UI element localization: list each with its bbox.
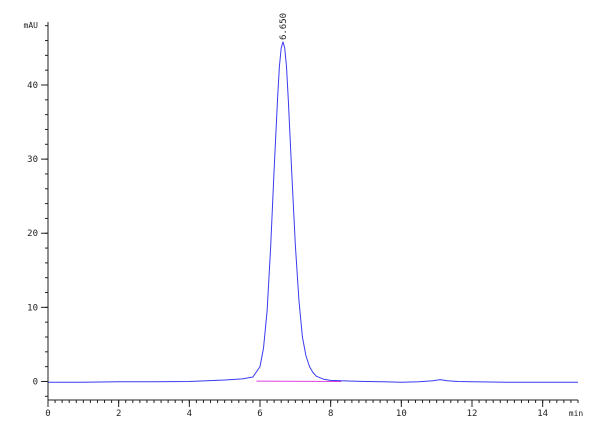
y-axis-unit-label: mAU	[24, 21, 39, 30]
y-tick-label: 20	[27, 229, 38, 239]
x-tick-label: 12	[467, 409, 478, 419]
y-tick-label: 0	[33, 377, 38, 387]
y-tick-label: 10	[27, 303, 38, 313]
x-axis-unit-label: min	[569, 409, 584, 418]
x-tick-label: 4	[187, 409, 192, 419]
y-ticks: 0 10 20 30 40	[27, 25, 48, 397]
y-tick-label: 40	[27, 81, 38, 91]
y-tick-label: 30	[27, 155, 38, 165]
x-tick-label: 10	[396, 409, 407, 419]
x-ticks: 0 2 4 6 8 10 12 14	[45, 400, 579, 419]
peak-retention-time-label: 6.650	[279, 13, 289, 40]
peak-annotations: 6.650	[279, 13, 289, 40]
x-tick-label: 8	[328, 409, 333, 419]
series-line	[48, 41, 578, 383]
x-tick-label: 14	[537, 409, 548, 419]
series-layer	[48, 41, 578, 383]
x-tick-label: 0	[45, 409, 50, 419]
x-tick-label: 6	[257, 409, 262, 419]
x-tick-label: 2	[116, 409, 121, 419]
